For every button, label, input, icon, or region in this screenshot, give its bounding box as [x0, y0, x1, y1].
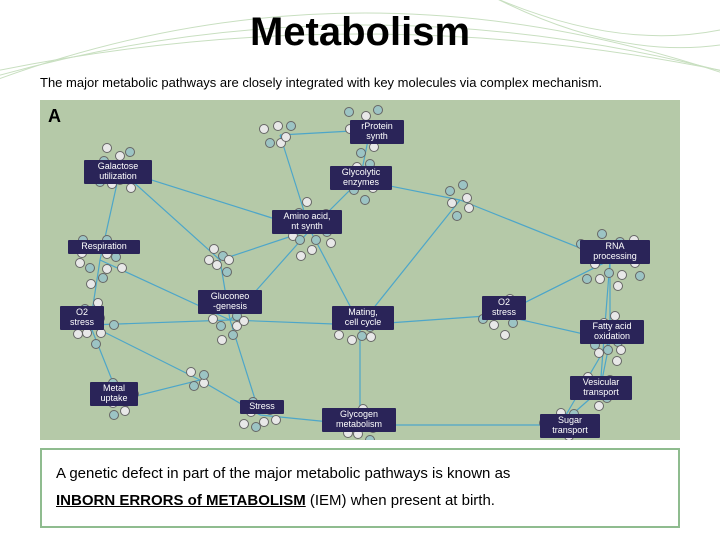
network-node — [447, 198, 457, 208]
network-node — [594, 401, 604, 411]
cluster-label: RNA processing — [580, 240, 650, 264]
cluster-label: Vesicular transport — [570, 376, 632, 400]
network-node — [82, 328, 92, 338]
network-node — [617, 270, 627, 280]
network-node — [208, 314, 218, 324]
network-node — [224, 255, 234, 265]
network-node — [186, 367, 196, 377]
network-node — [373, 105, 383, 115]
network-node — [595, 274, 605, 284]
caption-line1: A genetic defect in part of the major me… — [56, 465, 510, 482]
network-node — [603, 345, 613, 355]
network-node — [117, 263, 127, 273]
cluster-label: Glycolytic enzymes — [330, 166, 392, 190]
network-node — [295, 235, 305, 245]
network-node — [458, 180, 468, 190]
network-node — [296, 251, 306, 261]
cluster-label: Mating, cell cycle — [332, 306, 394, 330]
network-node — [462, 193, 472, 203]
network-node — [357, 331, 367, 341]
network-node — [311, 235, 321, 245]
network-node — [500, 330, 510, 340]
network-node — [86, 279, 96, 289]
network-node — [102, 264, 112, 274]
cluster-label: O2 stress — [482, 296, 526, 320]
network-node — [489, 320, 499, 330]
network-node — [302, 197, 312, 207]
network-node — [109, 410, 119, 420]
caption-term: INBORN ERRORS of METABOLISM — [56, 492, 306, 509]
cluster-label: Respiration — [68, 240, 140, 254]
cluster-label: Amino acid, nt synth — [272, 210, 342, 234]
network-node — [445, 186, 455, 196]
network-node — [271, 415, 281, 425]
cluster-label: Sugar transport — [540, 414, 600, 438]
caption-box: A genetic defect in part of the major me… — [40, 448, 680, 528]
network-node — [360, 195, 370, 205]
network-node — [326, 238, 336, 248]
network-node — [369, 142, 379, 152]
network-node — [334, 330, 344, 340]
network-node — [273, 121, 283, 131]
cluster-label: Metal uptake — [90, 382, 138, 406]
network-node — [635, 271, 645, 281]
network-node — [344, 107, 354, 117]
cluster-label: Fatty acid oxidation — [580, 320, 644, 344]
network-node — [582, 274, 592, 284]
network-node — [189, 381, 199, 391]
network-node — [126, 183, 136, 193]
network-node — [120, 406, 130, 416]
network-node — [452, 211, 462, 221]
network-node — [281, 132, 291, 142]
cluster-label: O2 stress — [60, 306, 104, 330]
network-node — [228, 330, 238, 340]
network-node — [91, 339, 101, 349]
cluster-label: rProtein synth — [350, 120, 404, 144]
cluster-label: Stress — [240, 400, 284, 414]
caption-line2-rest: (IEM) when present at birth. — [306, 492, 495, 509]
subtitle-text: The major metabolic pathways are closely… — [40, 75, 680, 90]
network-node — [217, 335, 227, 345]
network-node — [75, 258, 85, 268]
network-node — [216, 321, 226, 331]
network-node — [616, 345, 626, 355]
network-node — [222, 267, 232, 277]
network-node — [98, 273, 108, 283]
network-node — [265, 138, 275, 148]
network-node — [85, 263, 95, 273]
network-node — [347, 335, 357, 345]
network-node — [125, 147, 135, 157]
network-node — [102, 143, 112, 153]
network-node — [366, 332, 376, 342]
network-node — [239, 419, 249, 429]
network-node — [612, 356, 622, 366]
panel-label: A — [48, 106, 61, 127]
cluster-label: Gluconeo -genesis — [198, 290, 262, 314]
network-node — [259, 124, 269, 134]
metabolism-network-diagram: A Galactose utilization rProtein synth Gly… — [40, 100, 680, 440]
network-node — [286, 121, 296, 131]
cluster-label: Glycogen metabolism — [322, 408, 396, 432]
cluster-label: Galactose utilization — [84, 160, 152, 184]
network-node — [464, 203, 474, 213]
network-node — [73, 329, 83, 339]
network-node — [613, 281, 623, 291]
network-node — [251, 422, 261, 432]
network-node — [604, 268, 614, 278]
network-node — [594, 348, 604, 358]
network-node — [597, 229, 607, 239]
network-node — [356, 148, 366, 158]
network-node — [109, 320, 119, 330]
network-node — [239, 316, 249, 326]
network-node — [307, 245, 317, 255]
network-node — [365, 435, 375, 440]
page-title: Metabolism — [250, 10, 470, 55]
